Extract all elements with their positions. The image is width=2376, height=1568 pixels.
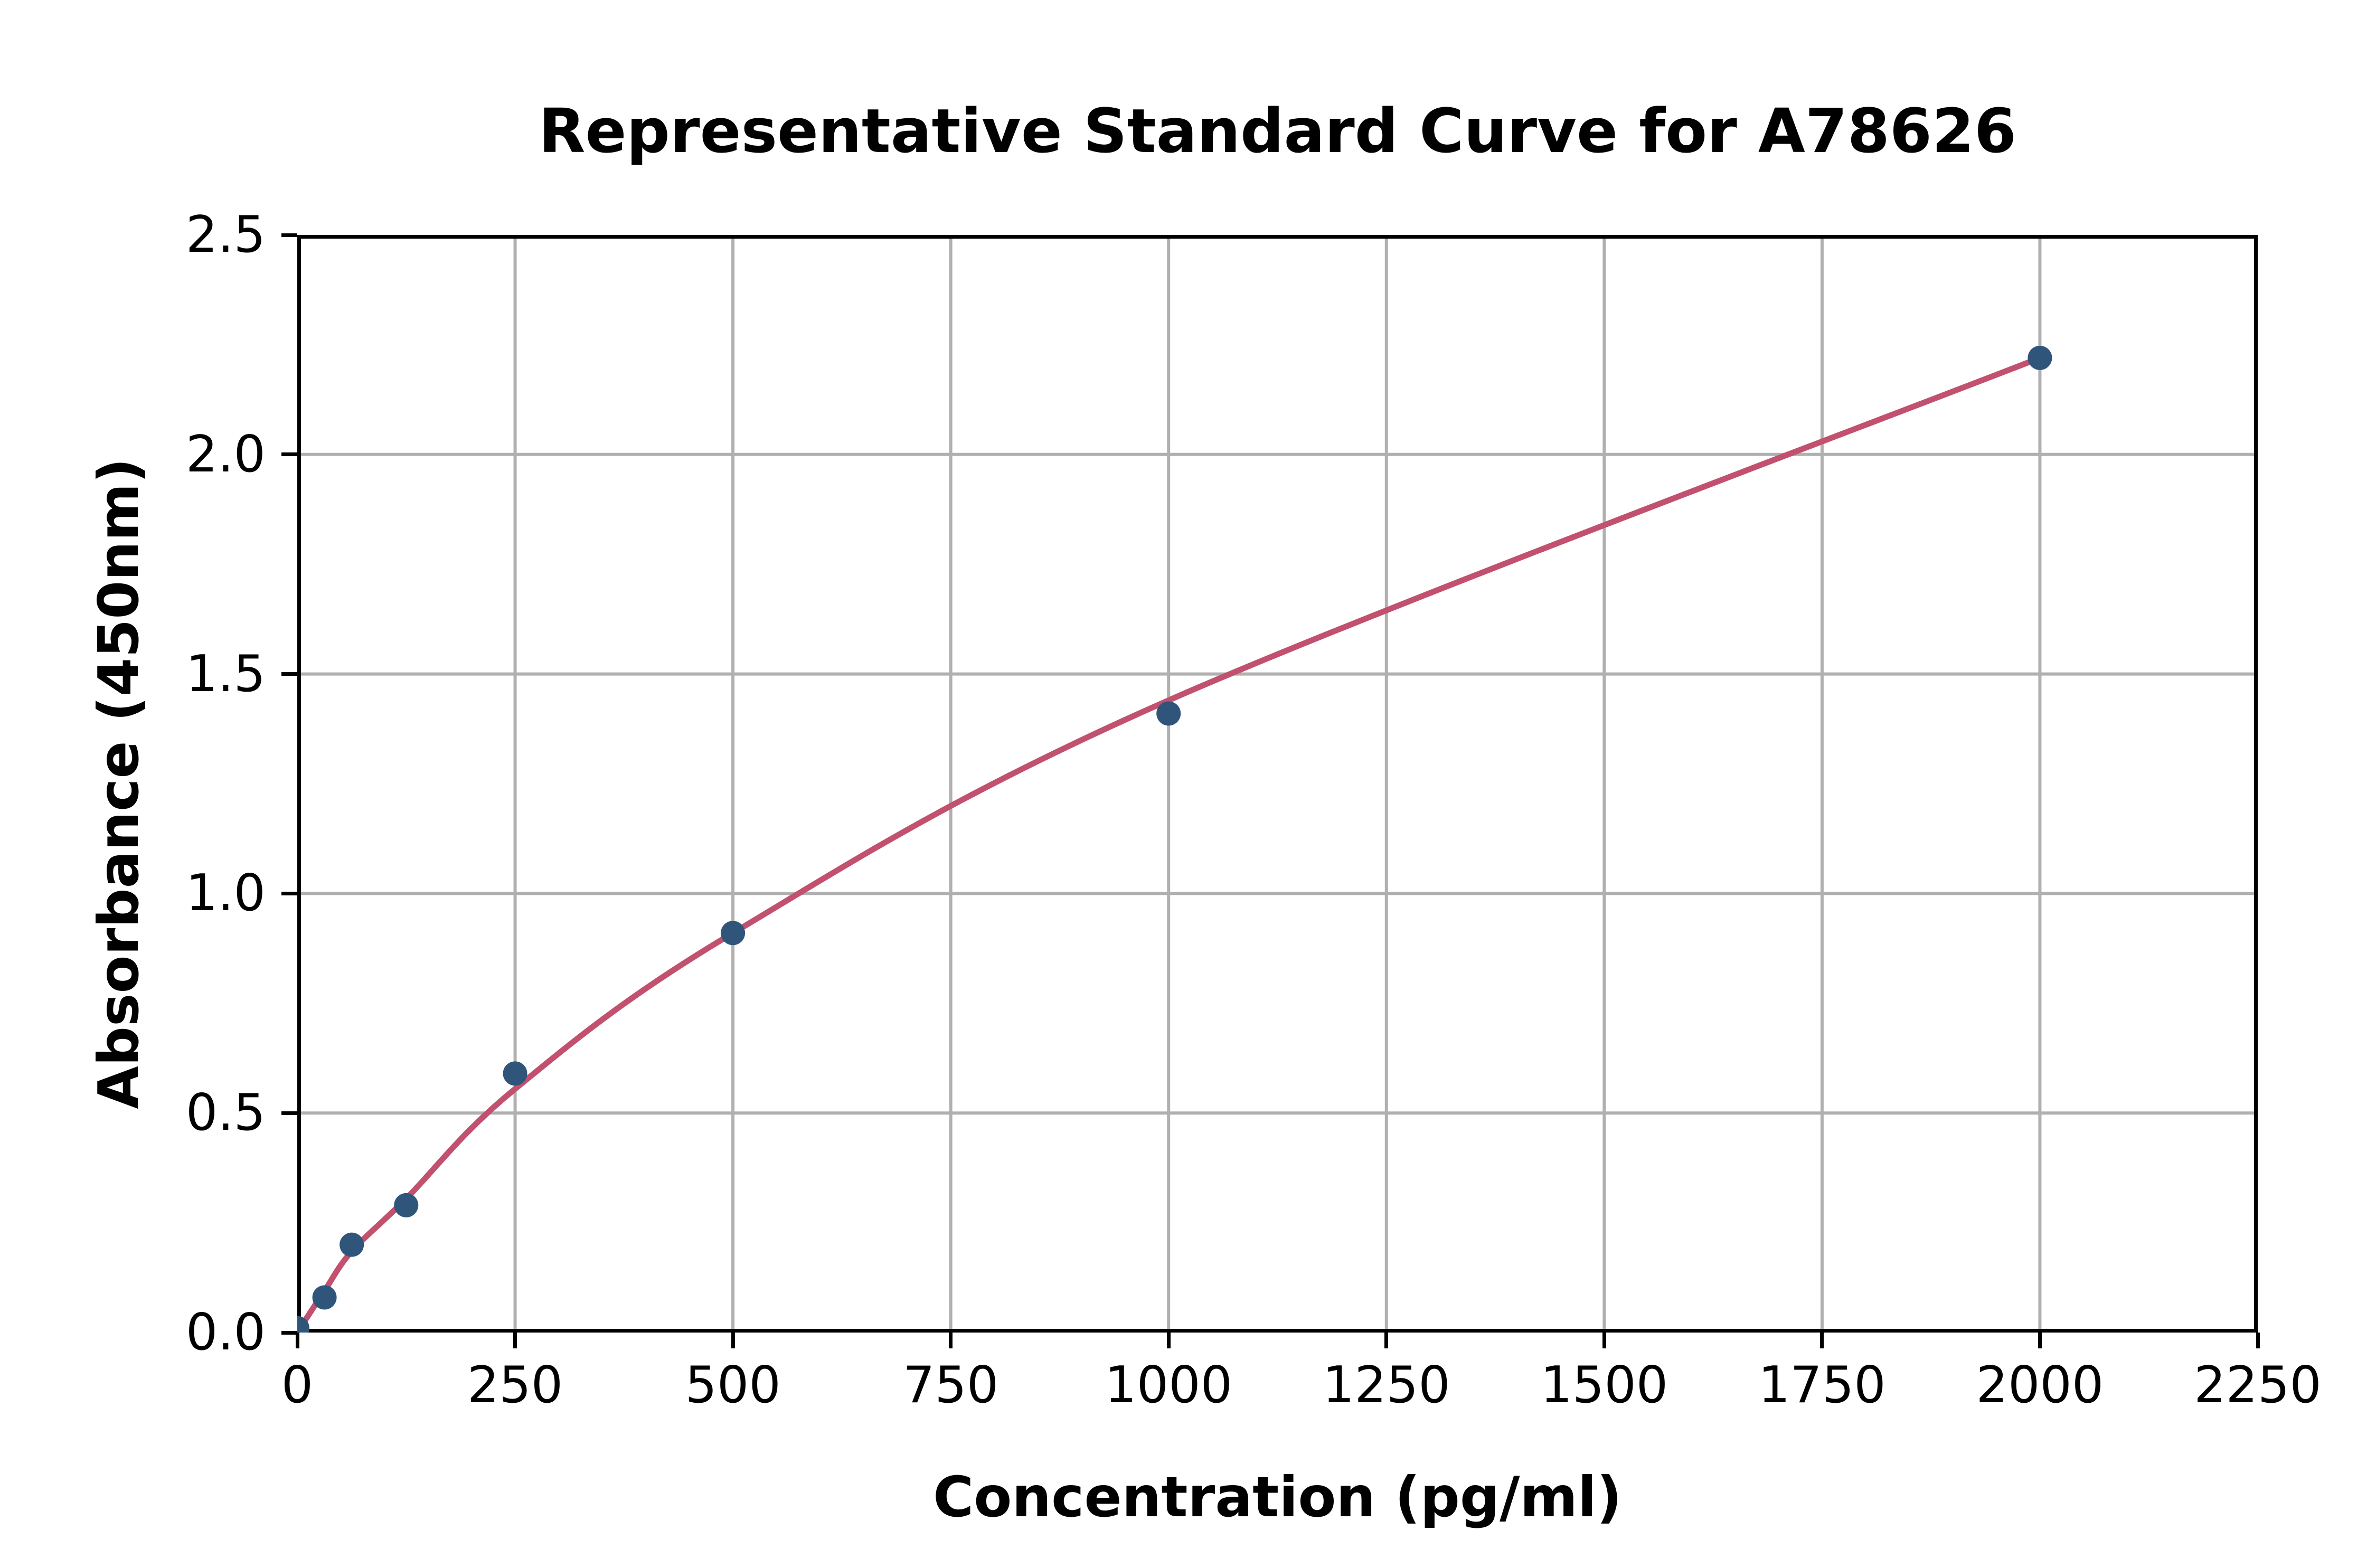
data-point — [394, 1193, 419, 1217]
y-axis-label: Absorbance (450nm) — [87, 458, 151, 1109]
x-tick-mark — [2256, 1333, 2260, 1348]
x-tick-label: 250 — [467, 1356, 563, 1414]
x-tick-mark — [513, 1333, 517, 1348]
x-tick-mark — [2038, 1333, 2042, 1348]
data-point — [503, 1061, 527, 1086]
data-point — [312, 1285, 337, 1310]
y-tick-label: 1.5 — [185, 645, 266, 703]
x-tick-label: 2000 — [1976, 1356, 2104, 1414]
x-tick-label: 500 — [685, 1356, 781, 1414]
plot-area — [297, 235, 2258, 1333]
x-tick-label: 1500 — [1540, 1356, 1668, 1414]
y-tick-label: 2.0 — [185, 425, 266, 484]
data-point — [2028, 345, 2052, 370]
x-tick-mark — [1602, 1333, 1606, 1348]
data-point — [297, 1316, 309, 1333]
y-tick-label: 0.0 — [185, 1303, 266, 1362]
y-tick-mark — [281, 1330, 297, 1335]
x-axis-label: Concentration (pg/ml) — [933, 1465, 1622, 1529]
y-tick-label: 0.5 — [185, 1084, 266, 1142]
x-tick-mark — [1384, 1333, 1389, 1348]
x-tick-label: 1000 — [1105, 1356, 1233, 1414]
y-tick-mark — [281, 891, 297, 895]
x-tick-mark — [949, 1333, 953, 1348]
x-tick-label: 1250 — [1322, 1356, 1450, 1414]
y-tick-label: 1.0 — [185, 864, 266, 923]
chart-title: Representative Standard Curve for A78626 — [539, 96, 2016, 167]
y-tick-mark — [281, 1111, 297, 1115]
x-tick-mark — [731, 1333, 735, 1348]
data-point — [340, 1232, 364, 1257]
x-tick-mark — [1166, 1333, 1171, 1348]
x-tick-label: 1750 — [1758, 1356, 1886, 1414]
x-tick-label: 750 — [902, 1356, 999, 1414]
y-tick-mark — [281, 672, 297, 676]
y-tick-label: 2.5 — [185, 206, 266, 264]
y-tick-mark — [281, 233, 297, 237]
data-point — [721, 921, 746, 946]
plot-border — [297, 235, 2258, 1333]
x-tick-mark — [295, 1333, 299, 1348]
x-tick-mark — [1820, 1333, 1824, 1348]
data-point — [1156, 701, 1181, 726]
y-tick-mark — [281, 452, 297, 457]
x-tick-label: 0 — [281, 1356, 314, 1414]
x-tick-label: 2250 — [2194, 1356, 2322, 1414]
